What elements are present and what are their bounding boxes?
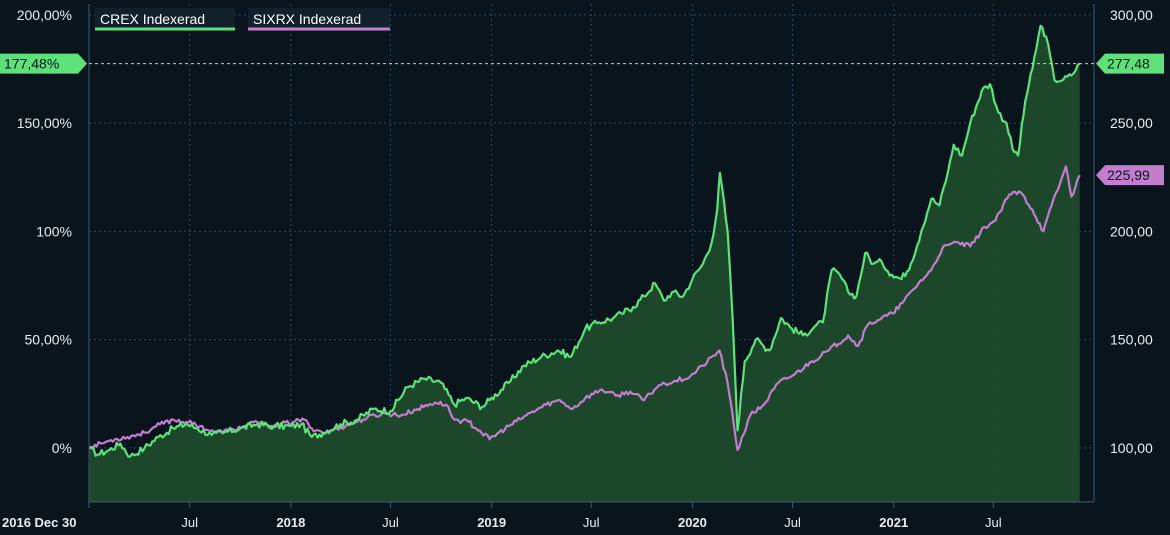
crex-percent-tag-shape xyxy=(0,53,87,74)
series-lines xyxy=(88,24,1081,458)
legend-sixrx[interactable]: SIXRX Indexerad xyxy=(248,8,390,31)
sixrx-series-line xyxy=(88,165,1081,452)
y-axis-right-ticks: 100,00 150,00 200,00 250,00 300,00 xyxy=(1110,7,1153,456)
crex-percent-tag: 177,48% xyxy=(0,53,87,74)
legend-sixrx-box xyxy=(248,8,390,30)
axes xyxy=(88,4,1095,508)
crex-value-tag-shape xyxy=(1096,53,1164,74)
legend-crex-box xyxy=(95,8,235,30)
x-tick-label: Jul xyxy=(382,515,399,530)
x-tick-label: Jul xyxy=(784,515,801,530)
y-right-tick-label: 100,00 xyxy=(1110,440,1153,456)
x-tick-label: Jul xyxy=(985,515,1002,530)
y-right-tick-label: 200,00 xyxy=(1110,223,1153,239)
legend[interactable]: CREX Indexerad SIXRX Indexerad xyxy=(95,8,390,31)
y-axis-left-ticks: 0% 50,00% 100% 150,00% 200,00% xyxy=(17,7,72,456)
area-fills xyxy=(89,25,1080,502)
y-right-tick-label: 250,00 xyxy=(1110,115,1153,131)
y-left-tick-label: 0% xyxy=(52,440,72,456)
y-left-tick-label: 100% xyxy=(36,223,72,239)
y-right-tick-label: 300,00 xyxy=(1110,7,1153,23)
x-axis-ticks: 2016 Dec 30 Jul 2018 Jul 2019 Jul 2020 Jul 2021 J… xyxy=(2,515,1002,530)
legend-crex-label: CREX Indexerad xyxy=(100,11,205,27)
x-tick-label: 2016 Dec 30 xyxy=(2,515,76,530)
y-left-tick-label: 150,00% xyxy=(17,115,72,131)
crex-value-tag: 277,48 xyxy=(1096,53,1164,74)
sixrx-value-tag: 225,99 xyxy=(1096,165,1164,186)
y-right-tick-label: 150,00 xyxy=(1110,332,1153,348)
crex-area-fill xyxy=(89,25,1080,502)
legend-sixrx-label: SIXRX Indexerad xyxy=(253,11,361,27)
y-left-tick-label: 50,00% xyxy=(25,332,72,348)
y-left-tick-label: 200,00% xyxy=(17,7,72,23)
value-tags: 177,48% 277,48 225,99 xyxy=(0,53,1164,186)
sixrx-value-tag-text: 225,99 xyxy=(1107,167,1150,183)
crex-value-tag-text: 277,48 xyxy=(1107,56,1150,72)
x-tick-label: 2019 xyxy=(477,515,506,530)
x-tick-label: 2021 xyxy=(879,515,908,530)
crex-series-line xyxy=(88,24,1081,458)
crex-percent-tag-text: 177,48% xyxy=(4,56,59,72)
x-tick-label: 2018 xyxy=(276,515,305,530)
x-tick-label: 2020 xyxy=(678,515,707,530)
x-tick-label: Jul xyxy=(583,515,600,530)
sixrx-value-tag-shape xyxy=(1096,165,1164,186)
x-tick-label: Jul xyxy=(181,515,198,530)
legend-crex[interactable]: CREX Indexerad xyxy=(95,8,235,31)
